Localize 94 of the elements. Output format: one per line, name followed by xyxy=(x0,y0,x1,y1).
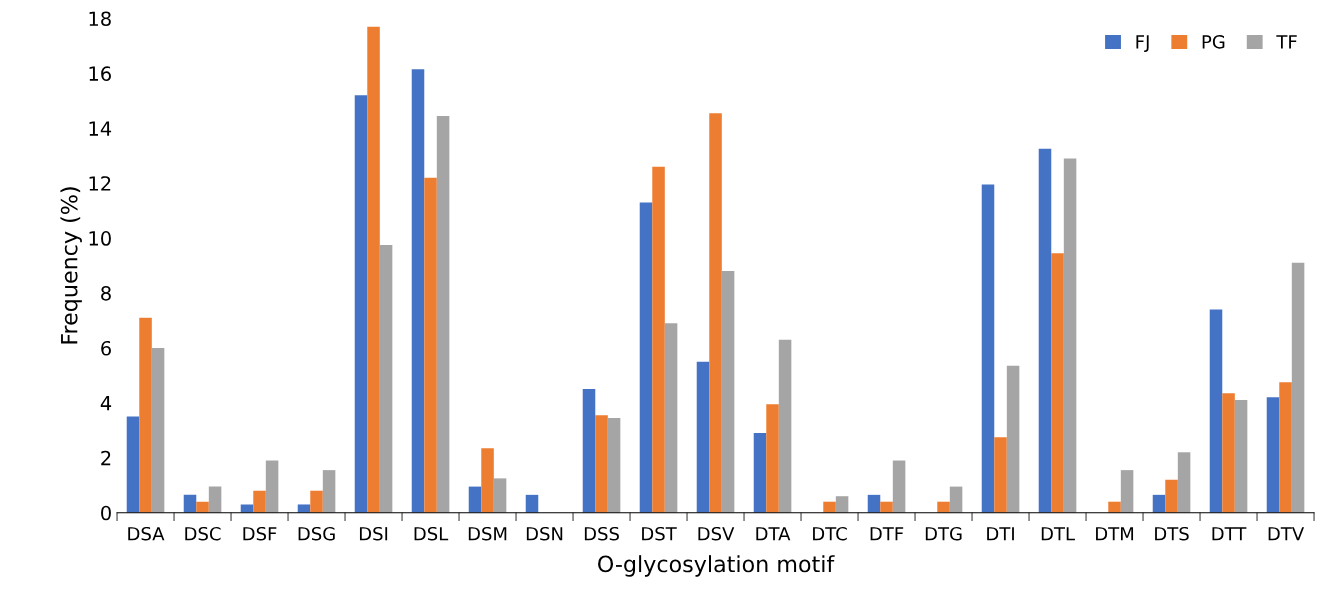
bar xyxy=(892,460,906,513)
bar xyxy=(208,486,222,513)
bar xyxy=(139,317,152,513)
x-tick-label: DSS xyxy=(584,526,619,541)
x-tick-label: DTM xyxy=(1096,527,1134,541)
x-axis-title: O-glycosylation motif xyxy=(598,555,835,577)
bar xyxy=(468,486,482,513)
bar xyxy=(949,486,963,513)
bar xyxy=(1152,494,1166,513)
x-tick-label: DSL xyxy=(414,526,449,541)
bar xyxy=(240,504,254,513)
bar xyxy=(709,113,722,513)
bar xyxy=(354,95,368,513)
bar xyxy=(880,501,893,513)
x-tick-label: DTV xyxy=(1268,527,1305,541)
bar xyxy=(436,115,450,513)
bar xyxy=(607,417,621,513)
bar xyxy=(1234,400,1248,513)
bar xyxy=(1120,470,1134,513)
x-tick-label: DTT xyxy=(1212,527,1247,541)
bar xyxy=(1222,393,1235,513)
x-tick-label: DSF xyxy=(243,526,277,541)
bar xyxy=(582,389,596,513)
bar xyxy=(1108,501,1121,513)
bar xyxy=(126,416,140,513)
bar xyxy=(1063,158,1077,513)
x-tick-label: DSV xyxy=(698,526,735,541)
x-tick-label: DSI xyxy=(359,526,388,541)
bar xyxy=(493,478,507,513)
bar xyxy=(595,415,608,513)
legend-label: PG xyxy=(1202,34,1225,49)
x-tick-label: DTC xyxy=(813,526,847,541)
bar xyxy=(867,494,881,513)
legend-label: FJ xyxy=(1136,35,1149,52)
bar xyxy=(1051,253,1064,513)
x-tick-label: DTS xyxy=(1155,526,1189,541)
bar xyxy=(721,271,735,513)
bar xyxy=(196,501,209,513)
bar xyxy=(367,26,380,513)
bar xyxy=(297,504,311,513)
y-tick-label: 4 xyxy=(100,396,112,411)
y-tick-label: 14 xyxy=(89,121,112,136)
x-tick-label: DTF xyxy=(870,527,904,541)
bar xyxy=(1279,382,1292,513)
bar xyxy=(1209,309,1223,513)
bar xyxy=(424,177,437,513)
bar xyxy=(379,244,393,513)
y-tick-label: 6 xyxy=(101,340,111,356)
x-tick-label: DTL xyxy=(1041,527,1075,541)
bar xyxy=(411,69,425,513)
bar xyxy=(696,361,710,513)
bar xyxy=(322,470,336,513)
bar xyxy=(753,433,767,513)
y-tick-label: 18 xyxy=(89,11,111,27)
bar xyxy=(1177,452,1191,513)
y-tick-label: 8 xyxy=(101,285,111,301)
bar xyxy=(664,323,678,513)
bar xyxy=(994,437,1007,513)
x-tick-label: DTA xyxy=(756,527,791,541)
bar xyxy=(183,494,197,513)
bar xyxy=(981,184,995,513)
x-tick-label: DTG xyxy=(925,526,962,541)
bar xyxy=(766,404,779,513)
x-tick-label: DSM xyxy=(468,526,507,541)
x-tick-label: DSA xyxy=(128,526,165,541)
bar xyxy=(253,490,266,513)
y-tick-label: 0 xyxy=(101,505,111,521)
bar xyxy=(778,339,792,513)
y-tick-label: 10 xyxy=(89,231,111,246)
y-tick-label: 12 xyxy=(89,176,111,191)
bar xyxy=(310,490,323,513)
bar xyxy=(652,166,665,513)
y-axis-title: Frequency (%) xyxy=(60,187,82,344)
bar xyxy=(265,460,279,513)
x-tick-label: DSC xyxy=(185,526,221,541)
legend-label: TF xyxy=(1276,35,1297,49)
bar xyxy=(823,501,836,513)
bar xyxy=(1006,365,1020,513)
bar xyxy=(1038,148,1052,513)
bar xyxy=(639,202,653,513)
x-tick-label: DSG xyxy=(298,526,335,541)
bar xyxy=(835,496,849,513)
bar xyxy=(1165,479,1178,513)
bar xyxy=(937,501,950,513)
bar xyxy=(1291,262,1305,513)
bar xyxy=(525,494,539,513)
y-tick-label: 16 xyxy=(89,66,111,81)
x-tick-label: DTI xyxy=(987,527,1014,541)
y-tick-label: 2 xyxy=(101,450,111,466)
x-tick-label: DST xyxy=(642,526,677,541)
bar xyxy=(151,347,165,513)
x-tick-label: DSN xyxy=(526,526,563,541)
bar xyxy=(1266,397,1280,513)
bar xyxy=(481,448,494,513)
